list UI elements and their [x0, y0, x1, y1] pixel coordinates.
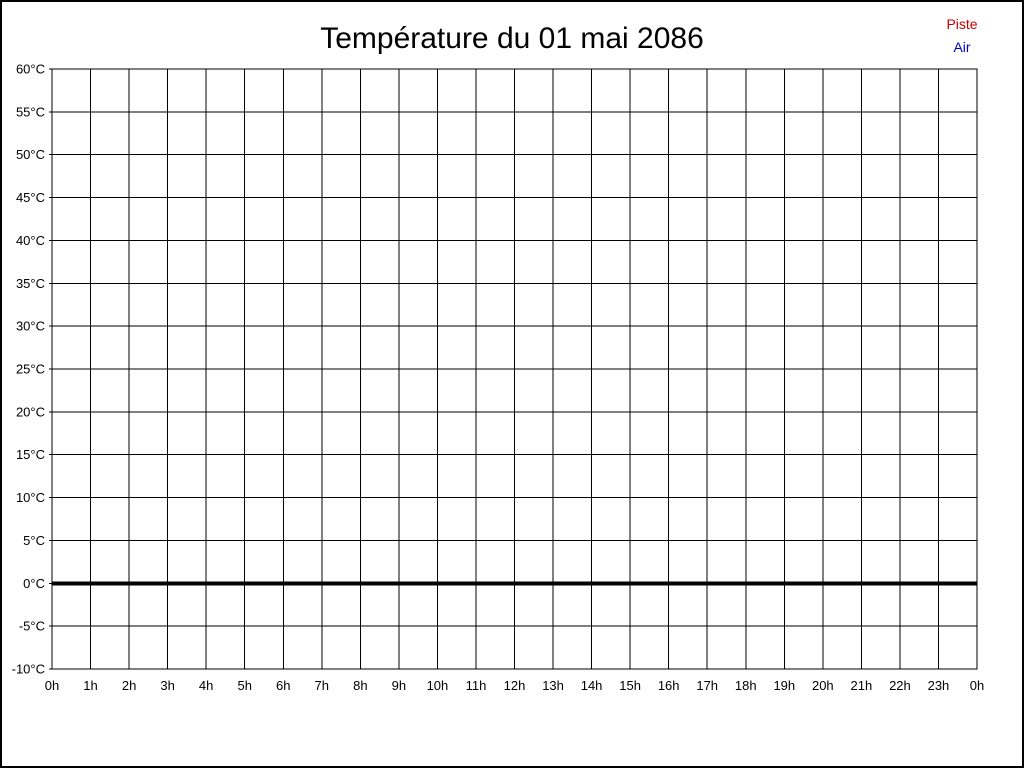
x-tick-label: 19h [773, 678, 795, 693]
x-tick-label: 21h [851, 678, 873, 693]
y-tick-label: 45°C [16, 190, 45, 205]
y-tick-label: 10°C [16, 490, 45, 505]
legend-item-air: Air [953, 39, 971, 55]
x-tick-label: 14h [581, 678, 603, 693]
x-tick-label: 1h [83, 678, 97, 693]
x-tick-label: 7h [315, 678, 329, 693]
x-tick-label: 9h [392, 678, 406, 693]
y-tick-label: 20°C [16, 404, 45, 419]
y-tick-label: 0°C [23, 576, 45, 591]
y-tick-label: 55°C [16, 104, 45, 119]
y-tick-label: -5°C [19, 619, 45, 634]
legend: Piste Air [930, 13, 994, 59]
x-tick-label: 4h [199, 678, 213, 693]
x-tick-label: 20h [812, 678, 834, 693]
y-tick-label: 50°C [16, 147, 45, 162]
x-tick-label: 3h [160, 678, 174, 693]
x-tick-label: 5h [237, 678, 251, 693]
x-tick-label: 23h [928, 678, 950, 693]
x-tick-label: 15h [619, 678, 641, 693]
y-tick-label: 40°C [16, 233, 45, 248]
x-tick-label: 18h [735, 678, 757, 693]
x-tick-label: 11h [466, 678, 487, 693]
x-tick-label: 12h [504, 678, 526, 693]
x-tick-label: 16h [658, 678, 680, 693]
x-tick-label: 17h [696, 678, 718, 693]
x-tick-label: 0h [970, 678, 984, 693]
chart-title: Température du 01 mai 2086 [320, 22, 704, 55]
plot-border [51, 68, 978, 670]
y-tick-label: -10°C [12, 662, 45, 677]
y-tick-label: 25°C [16, 362, 45, 377]
legend-item-piste: Piste [946, 16, 978, 32]
x-tick-label: 8h [353, 678, 367, 693]
y-tick-label: 5°C [23, 533, 45, 548]
x-tick-label: 10h [427, 678, 449, 693]
x-tick-label: 0h [45, 678, 59, 693]
y-tick-label: 15°C [16, 447, 45, 462]
x-tick-label: 22h [889, 678, 911, 693]
y-tick-label: 35°C [16, 276, 45, 291]
y-tick-label: 60°C [16, 62, 45, 77]
x-tick-label: 13h [542, 678, 564, 693]
x-tick-label: 2h [122, 678, 136, 693]
y-tick-label: 30°C [16, 319, 45, 334]
x-tick-label: 6h [276, 678, 290, 693]
